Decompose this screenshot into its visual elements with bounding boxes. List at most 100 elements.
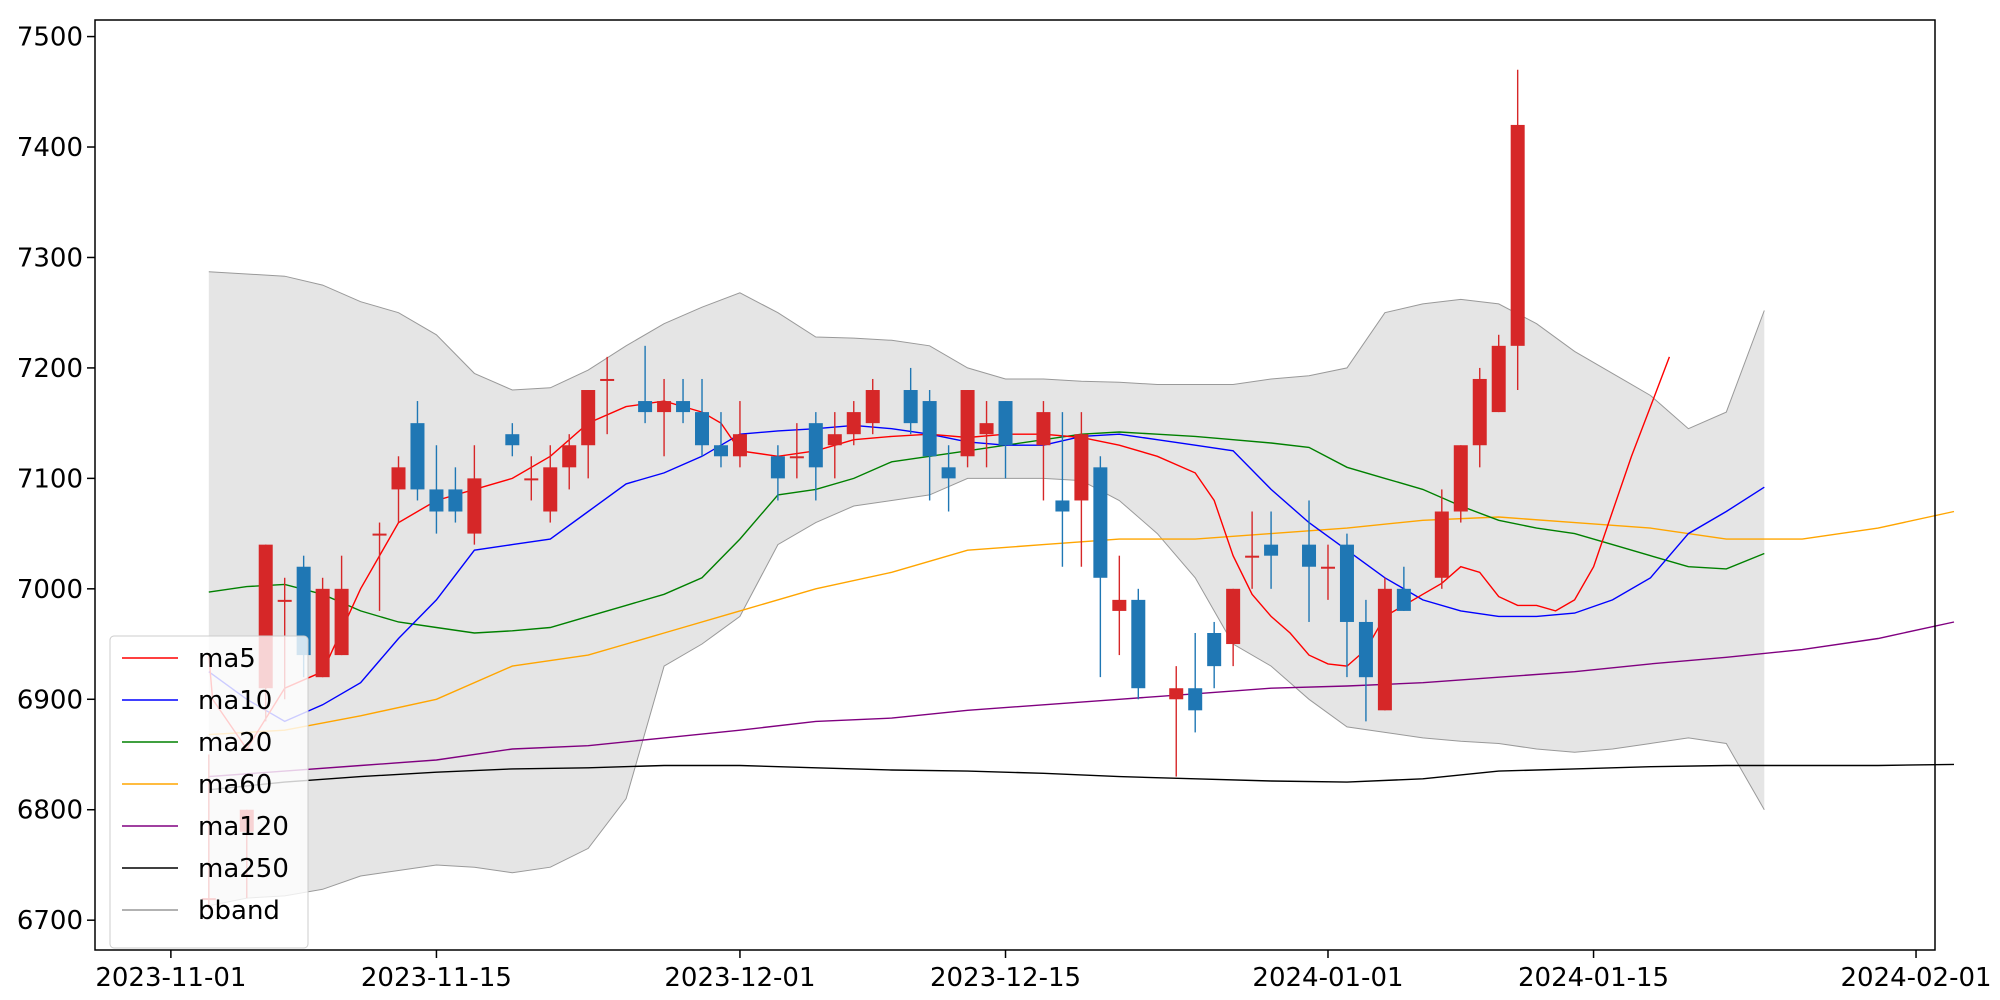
plot-frame bbox=[94, 19, 1936, 951]
candle-body bbox=[638, 401, 653, 413]
candle-body bbox=[1491, 345, 1506, 413]
candle bbox=[1188, 633, 1203, 733]
candle bbox=[732, 401, 747, 468]
legend-label-ma10: ma10 bbox=[198, 686, 272, 716]
candle bbox=[1358, 599, 1373, 722]
bband-lower-line bbox=[208, 477, 1765, 907]
candle bbox=[1074, 412, 1089, 567]
candle-body bbox=[1169, 688, 1184, 700]
candle bbox=[1169, 666, 1184, 777]
bband-fill bbox=[208, 271, 1765, 906]
candle-body bbox=[1358, 621, 1373, 678]
candle-body bbox=[865, 390, 880, 424]
candle-body bbox=[960, 390, 975, 457]
candle bbox=[334, 555, 349, 656]
candle bbox=[1226, 588, 1241, 667]
candle bbox=[1093, 456, 1108, 678]
candle bbox=[903, 367, 918, 435]
candle bbox=[505, 423, 520, 457]
candle bbox=[808, 412, 823, 501]
candle bbox=[1339, 533, 1354, 678]
y-tick-label: 6800 bbox=[17, 796, 83, 826]
y-tick-label: 7500 bbox=[17, 23, 83, 53]
candle-body bbox=[998, 401, 1013, 446]
candle-body bbox=[732, 434, 747, 457]
y-tick-label: 7200 bbox=[17, 354, 83, 384]
candle-body bbox=[600, 378, 615, 381]
x-tick-label: 2023-12-15 bbox=[930, 963, 1081, 993]
y-tick-label: 7100 bbox=[17, 464, 83, 494]
x-axis: 2023-11-01 2023-11-15 2023-12-01 2023-12-15… bbox=[95, 950, 1992, 993]
candle-body bbox=[296, 566, 311, 656]
candle bbox=[1396, 566, 1411, 611]
candle-body bbox=[1320, 566, 1335, 569]
candle bbox=[600, 356, 615, 435]
candle-body bbox=[467, 478, 482, 534]
candle bbox=[524, 456, 539, 501]
candle bbox=[1453, 445, 1468, 523]
candle bbox=[1491, 334, 1506, 413]
candle bbox=[581, 390, 596, 479]
candle bbox=[562, 434, 577, 490]
candle-body bbox=[713, 445, 728, 457]
bollinger-band bbox=[208, 271, 1765, 907]
candle-body bbox=[1093, 467, 1108, 578]
candle-body bbox=[1207, 633, 1222, 667]
legend-label-ma5: ma5 bbox=[198, 644, 256, 674]
candle bbox=[1472, 367, 1487, 468]
candle-body bbox=[543, 467, 558, 512]
candle bbox=[315, 577, 330, 678]
legend-label-ma250: ma250 bbox=[198, 854, 289, 884]
candle-body bbox=[1226, 588, 1241, 645]
candle-body bbox=[1112, 599, 1127, 611]
legend-label-ma60: ma60 bbox=[198, 770, 272, 800]
x-tick-label: 2024-01-15 bbox=[1518, 963, 1669, 993]
candle bbox=[1434, 489, 1449, 589]
candle-body bbox=[1036, 412, 1051, 446]
candle bbox=[391, 456, 406, 523]
candle bbox=[676, 378, 691, 424]
y-tick-label: 7400 bbox=[17, 133, 83, 163]
candle-body bbox=[448, 489, 463, 512]
candle bbox=[922, 390, 937, 501]
legend: ma5 ma10 ma20 ma60 ma120 ma250 bband bbox=[109, 635, 309, 949]
candle-body bbox=[429, 489, 444, 512]
candle-body bbox=[808, 423, 823, 468]
candle bbox=[846, 401, 861, 446]
candle bbox=[1055, 412, 1070, 567]
candle-body bbox=[1377, 588, 1392, 711]
candle bbox=[1377, 577, 1392, 711]
candle-body bbox=[1434, 511, 1449, 578]
candle bbox=[1036, 401, 1051, 501]
candle bbox=[1245, 511, 1260, 589]
candle bbox=[713, 412, 728, 468]
candle bbox=[770, 445, 785, 501]
candle bbox=[789, 423, 804, 479]
candle-body bbox=[562, 445, 577, 468]
candle bbox=[429, 445, 444, 534]
y-tick-label: 7300 bbox=[17, 243, 83, 273]
candle-body bbox=[372, 533, 387, 536]
candle-body bbox=[277, 599, 292, 602]
legend-box bbox=[109, 635, 309, 949]
candle-body bbox=[1055, 500, 1070, 512]
candle-body bbox=[315, 588, 330, 678]
y-axis: 6700 6800 6900 7000 7100 7200 7300 7400 7500 bbox=[17, 23, 95, 936]
candle bbox=[1207, 621, 1222, 689]
x-tick-label: 2023-11-15 bbox=[361, 963, 512, 993]
candle bbox=[1264, 511, 1279, 589]
candle-body bbox=[1396, 588, 1411, 611]
candle bbox=[657, 378, 672, 457]
candle bbox=[467, 445, 482, 545]
candle-body bbox=[941, 467, 956, 479]
candle bbox=[372, 522, 387, 611]
candle bbox=[410, 401, 425, 501]
candle bbox=[1112, 555, 1127, 656]
candle bbox=[979, 401, 994, 468]
candle bbox=[998, 401, 1013, 479]
candle bbox=[543, 445, 558, 523]
candle bbox=[941, 445, 956, 512]
candle-body bbox=[524, 478, 539, 481]
candle bbox=[1320, 544, 1335, 600]
candle-body bbox=[1074, 434, 1089, 501]
